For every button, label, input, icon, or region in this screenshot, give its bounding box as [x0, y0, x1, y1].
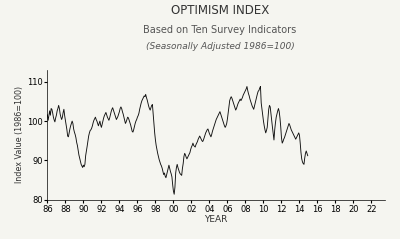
- Text: Based on Ten Survey Indicators: Based on Ten Survey Indicators: [143, 25, 297, 35]
- Text: (Seasonally Adjusted 1986=100): (Seasonally Adjusted 1986=100): [146, 42, 294, 51]
- X-axis label: YEAR: YEAR: [204, 215, 228, 224]
- Y-axis label: Index Value (1986=100): Index Value (1986=100): [15, 86, 24, 183]
- Text: OPTIMISM INDEX: OPTIMISM INDEX: [171, 4, 269, 16]
